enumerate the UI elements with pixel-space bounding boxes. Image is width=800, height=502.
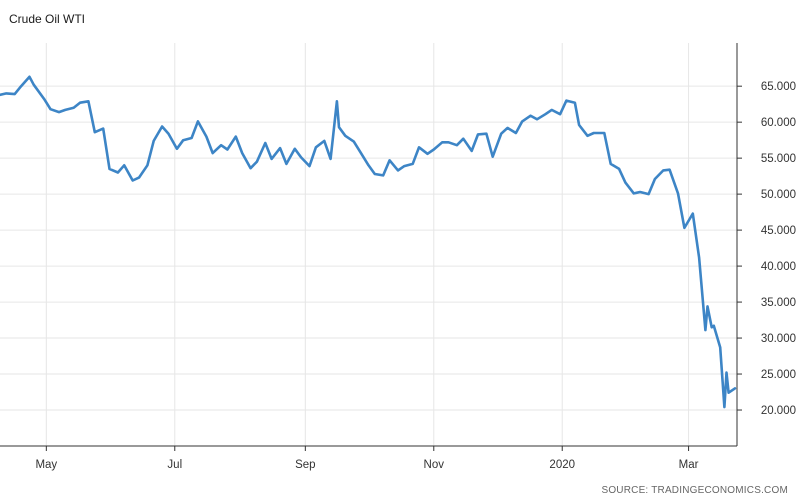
x-tick-label: 2020 (549, 459, 575, 471)
y-tick-label: 20.000 (761, 405, 796, 417)
x-tick-label: Sep (295, 459, 315, 471)
x-tick-label: Jul (167, 459, 182, 471)
y-tick-label: 60.000 (761, 117, 796, 129)
y-tick-label: 40.000 (761, 261, 796, 273)
grid-lines (0, 43, 737, 446)
x-tick-label: Mar (679, 459, 699, 471)
x-tick-label: May (35, 459, 57, 471)
x-tick-labels: May Jul Sep Nov 2020 Mar (35, 459, 698, 471)
x-tick-label: Nov (424, 459, 445, 471)
chart-title: Crude Oil WTI (9, 12, 86, 26)
y-tick-label: 25.000 (761, 369, 796, 381)
y-tick-label: 65.000 (761, 81, 796, 93)
y-tick-label: 55.000 (761, 153, 796, 165)
y-tick-label: 50.000 (761, 189, 796, 201)
axes (0, 43, 742, 451)
price-line (0, 75, 737, 409)
y-tick-label: 30.000 (761, 333, 796, 345)
y-tick-label: 45.000 (761, 225, 796, 237)
source-note: SOURCE: TRADINGECONOMICS.COM (601, 485, 788, 496)
series-layer (0, 75, 737, 409)
y-tick-labels: 20.000 25.000 30.000 35.000 40.000 45.000 50.0… (761, 81, 796, 417)
y-tick-label: 35.000 (761, 297, 796, 309)
